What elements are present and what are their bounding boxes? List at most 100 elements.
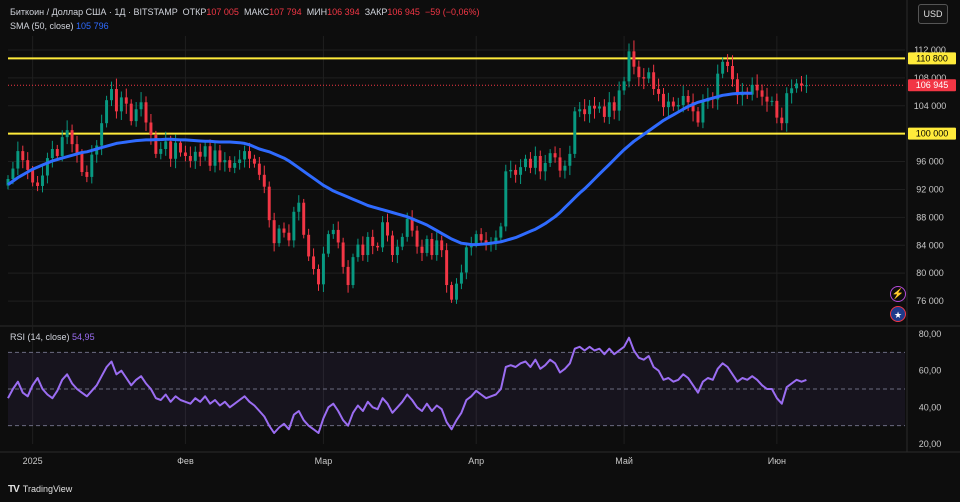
- rsi-legend[interactable]: RSI (14, close) 54,95: [10, 332, 95, 342]
- candle-body: [188, 155, 192, 161]
- candle-body: [36, 182, 40, 186]
- candle-body: [430, 238, 434, 256]
- currency-button[interactable]: USD: [918, 4, 948, 24]
- candle-body: [179, 142, 182, 153]
- candle-body: [218, 150, 222, 163]
- candle-body: [395, 246, 399, 256]
- candle-body: [804, 85, 808, 87]
- candle-body: [100, 123, 104, 146]
- sma-legend[interactable]: SMA (50, close) 105 796: [10, 21, 109, 31]
- candle-body: [6, 179, 10, 186]
- candle-body: [70, 130, 74, 145]
- candle-body: [612, 102, 616, 111]
- candle-body: [26, 160, 30, 170]
- time-tick-label: Май: [615, 456, 633, 466]
- candle-body: [415, 230, 419, 247]
- price-level-badge: [908, 127, 956, 140]
- candle-body: [208, 146, 212, 166]
- time-tick-label: Апр: [468, 456, 484, 466]
- candle-body: [45, 158, 49, 176]
- brand-name: TradingView: [22, 484, 73, 494]
- candle-body: [346, 266, 350, 286]
- candle-body: [272, 220, 276, 244]
- candle-body: [371, 236, 375, 246]
- candle-body: [731, 65, 734, 80]
- open-value: 107 005: [206, 7, 239, 17]
- sma-value: 105 796: [76, 21, 109, 31]
- candle-body: [420, 246, 424, 253]
- sma-line: [7, 91, 753, 247]
- candle-body: [790, 88, 794, 94]
- candle-body: [361, 244, 365, 256]
- candle-body: [183, 152, 187, 156]
- last-price-badge: [908, 79, 956, 92]
- candle-body: [588, 105, 592, 115]
- candle-body: [750, 84, 754, 95]
- time-tick-label: Мар: [315, 456, 333, 466]
- candle-body: [765, 96, 769, 102]
- candle-body: [450, 285, 454, 300]
- candle-body: [533, 155, 537, 168]
- candle-body: [519, 167, 523, 175]
- candle-body: [376, 245, 380, 248]
- candle-body: [593, 105, 596, 109]
- candle-body: [647, 72, 651, 79]
- candle-body: [124, 97, 128, 104]
- candle-body: [292, 211, 296, 241]
- candle-body: [129, 103, 133, 122]
- candle-body: [65, 130, 69, 138]
- candle-body: [662, 93, 665, 108]
- candle-body: [262, 174, 266, 187]
- price-tick-label: 96 000: [916, 157, 944, 167]
- close-value: 106 945: [387, 7, 420, 17]
- candle-body: [459, 272, 463, 284]
- lightning-icon[interactable]: ⚡: [890, 286, 906, 302]
- candle-body: [90, 154, 94, 177]
- candle-body: [760, 90, 764, 97]
- us-flag-icon[interactable]: ★: [890, 306, 906, 322]
- candle-body: [317, 268, 320, 285]
- candle-body: [607, 102, 611, 117]
- candle-body: [277, 228, 281, 244]
- candle-body: [149, 122, 153, 136]
- candle-body: [307, 234, 311, 257]
- candle-body: [144, 102, 148, 123]
- candle-body: [637, 66, 641, 78]
- candle-body: [386, 222, 389, 236]
- price-level-label: 110 800: [916, 53, 948, 63]
- candle-body: [85, 172, 89, 177]
- candle-body: [321, 253, 325, 285]
- time-tick-label: 2025: [23, 456, 43, 466]
- rsi-tick-label: 40,00: [919, 402, 942, 412]
- candle-body: [139, 102, 143, 110]
- rsi-tick-label: 20,00: [919, 439, 942, 449]
- candle-body: [193, 151, 197, 161]
- candle-body: [632, 51, 636, 67]
- candle-body: [267, 186, 271, 221]
- symbol-title[interactable]: Биткоин / Доллар США · 1Д · BITSTAMP: [10, 7, 178, 17]
- candle-body: [55, 149, 59, 156]
- change-value: −59 (−0,06%): [424, 7, 480, 17]
- footer[interactable]: TV TradingView: [8, 482, 72, 496]
- candle-body: [203, 146, 207, 157]
- rsi-line: [7, 336, 807, 434]
- candle-body: [169, 141, 173, 159]
- candle-body: [75, 144, 79, 154]
- candle-body: [159, 149, 163, 154]
- price-tick-label: 108 000: [914, 73, 947, 83]
- candle-body: [686, 95, 690, 103]
- candle-body: [60, 137, 64, 156]
- candle-body: [548, 153, 552, 163]
- candle-body: [252, 158, 256, 164]
- rsi-value: 54,95: [72, 332, 95, 342]
- candle-body: [499, 226, 503, 238]
- candle-body: [524, 158, 527, 168]
- candle-body: [164, 141, 168, 150]
- candle-body: [21, 151, 25, 161]
- candle-body: [701, 101, 705, 123]
- candle-body: [174, 142, 178, 159]
- price-tick-label: 112 000: [914, 45, 946, 55]
- price-legend: Биткоин / Доллар США · 1Д · BITSTAMP ОТК…: [10, 7, 480, 17]
- candle-body: [287, 232, 291, 241]
